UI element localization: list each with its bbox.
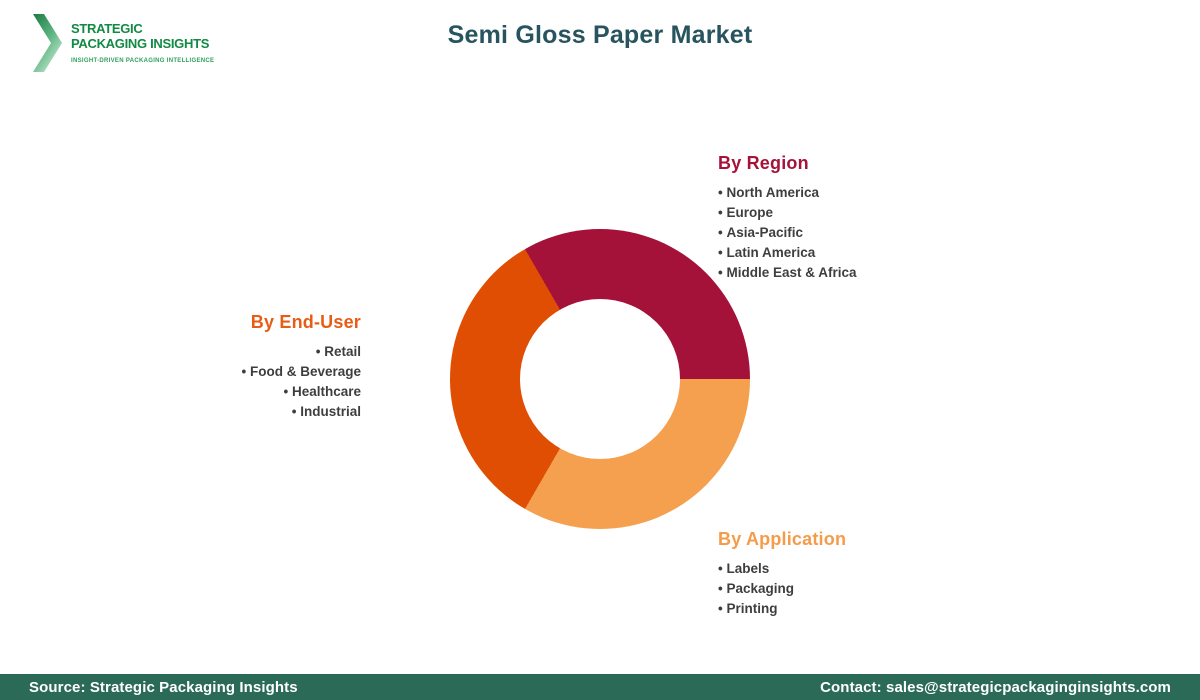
end-user-list: Retail Food & Beverage Healthcare Indust…: [241, 342, 361, 422]
donut-hole: [520, 299, 680, 459]
list-item: Industrial: [241, 402, 361, 422]
list-item: Middle East & Africa: [718, 263, 856, 283]
list-item: Packaging: [718, 579, 846, 599]
footer-source: Source: Strategic Packaging Insights: [29, 678, 298, 696]
list-item: Latin America: [718, 243, 857, 263]
section-title-end-user: By End-User: [250, 312, 361, 332]
footer-bar: Source: Strategic Packaging Insights Con…: [0, 674, 1200, 700]
logo-tagline: INSIGHT-DRIVEN PACKAGING INTELLIGENCE: [71, 58, 215, 64]
list-item: Europe: [718, 203, 857, 223]
section-by-application: By Application Labels Packaging Printing: [718, 529, 846, 619]
list-item: Retail: [241, 342, 361, 362]
logo-line2: PACKAGING INSIGHTS: [71, 36, 210, 51]
page-title: Semi Gloss Paper Market: [447, 21, 753, 49]
section-title-application: By Application: [718, 529, 847, 549]
section-by-end-user: By End-User Retail Food & Beverage Healt…: [241, 312, 361, 422]
list-item: North America: [718, 183, 857, 203]
logo-line1: STRATEGIC: [71, 21, 143, 36]
list-item: Asia-Pacific: [718, 223, 857, 243]
footer-contact: Contact: sales@strategicpackaginginsight…: [820, 678, 1171, 696]
list-item: Labels: [718, 559, 846, 579]
section-title-region: By Region: [718, 153, 809, 173]
region-list: North America Europe Asia-Pacific Latin …: [718, 183, 857, 283]
list-item: Healthcare: [241, 382, 361, 402]
list-item: Printing: [718, 599, 846, 619]
logo: STRATEGIC PACKAGING INSIGHTS INSIGHT-DRI…: [32, 13, 214, 78]
chevron-right-icon: [32, 13, 62, 78]
list-item: Food & Beverage: [241, 362, 361, 382]
logo-text: STRATEGIC PACKAGING INSIGHTS INSIGHT-DRI…: [71, 13, 214, 64]
section-by-region: By Region North America Europe Asia-Paci…: [718, 153, 857, 283]
application-list: Labels Packaging Printing: [718, 559, 846, 619]
donut-chart: [450, 229, 750, 529]
